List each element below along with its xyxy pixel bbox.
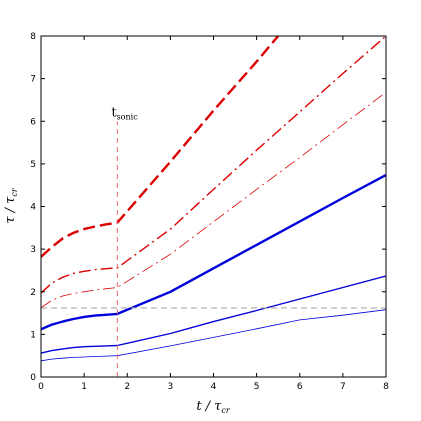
t-sonic-annotation: tsonic xyxy=(111,105,138,121)
series-line-1 xyxy=(41,36,280,258)
y-tick-label: 2 xyxy=(30,288,36,298)
x-axis-label-sub: cr xyxy=(221,406,230,415)
y-axis-label: τ / τcr xyxy=(3,187,19,224)
x-tick-label: 5 xyxy=(254,382,260,392)
y-tick-label: 1 xyxy=(30,330,36,340)
x-tick-label: 3 xyxy=(168,382,174,392)
x-tick-label: 0 xyxy=(38,382,44,392)
y-tick-label: 8 xyxy=(30,32,36,42)
x-tick-label: 7 xyxy=(340,382,346,392)
y-axis-label-main: τ / τ xyxy=(3,196,18,224)
y-tick-label: 7 xyxy=(30,75,36,85)
y-tick-label: 6 xyxy=(30,117,36,127)
series-line-3 xyxy=(41,91,386,309)
series-line-6 xyxy=(41,309,386,362)
series-line-2 xyxy=(41,36,386,294)
series-layer xyxy=(41,36,386,362)
x-tick-label: 1 xyxy=(81,382,87,392)
y-tick-label: 5 xyxy=(30,160,36,170)
series-line-5 xyxy=(41,275,386,354)
y-axis-label-sub: cr xyxy=(10,187,19,196)
x-axis-label: t / τcr xyxy=(196,399,231,415)
x-tick-label: 6 xyxy=(297,382,303,392)
x-tick-label: 4 xyxy=(211,382,217,392)
reference-layer xyxy=(41,121,386,377)
t-sonic-main: t xyxy=(111,105,117,120)
y-tick-label: 3 xyxy=(30,245,36,255)
y-tick-label: 4 xyxy=(30,203,36,213)
y-tick-label: 0 xyxy=(30,373,36,383)
series-line-4 xyxy=(41,173,386,331)
x-tick-label: 8 xyxy=(383,382,389,392)
t-sonic-sub: sonic xyxy=(117,112,139,121)
plot-frame xyxy=(40,35,387,378)
x-axis-label-main: t / τ xyxy=(196,399,222,414)
tick-layer: 0 1 2 3 4 5 6 7 8 0 1 2 3 4 5 6 7 8 xyxy=(30,32,389,392)
x-tick-label: 2 xyxy=(124,382,130,392)
